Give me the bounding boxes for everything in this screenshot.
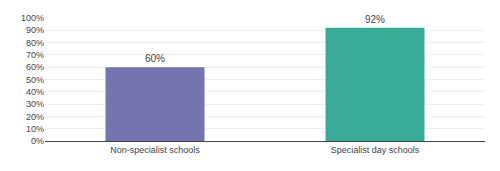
svg-text:10%: 10% bbox=[26, 124, 44, 134]
svg-text:90%: 90% bbox=[26, 25, 44, 35]
svg-text:70%: 70% bbox=[26, 50, 44, 60]
svg-text:60%: 60% bbox=[26, 62, 44, 72]
svg-text:80%: 80% bbox=[26, 38, 44, 48]
svg-text:100%: 100% bbox=[21, 13, 44, 23]
svg-text:92%: 92% bbox=[365, 14, 385, 25]
svg-text:Non-specialist schools: Non-specialist schools bbox=[110, 145, 200, 155]
svg-text:30%: 30% bbox=[26, 99, 44, 109]
svg-text:0%: 0% bbox=[31, 136, 44, 146]
svg-text:Specialist day schools: Specialist day schools bbox=[331, 145, 420, 155]
svg-text:20%: 20% bbox=[26, 112, 44, 122]
svg-text:40%: 40% bbox=[26, 87, 44, 97]
svg-text:60%: 60% bbox=[145, 53, 165, 64]
svg-text:50%: 50% bbox=[26, 75, 44, 85]
